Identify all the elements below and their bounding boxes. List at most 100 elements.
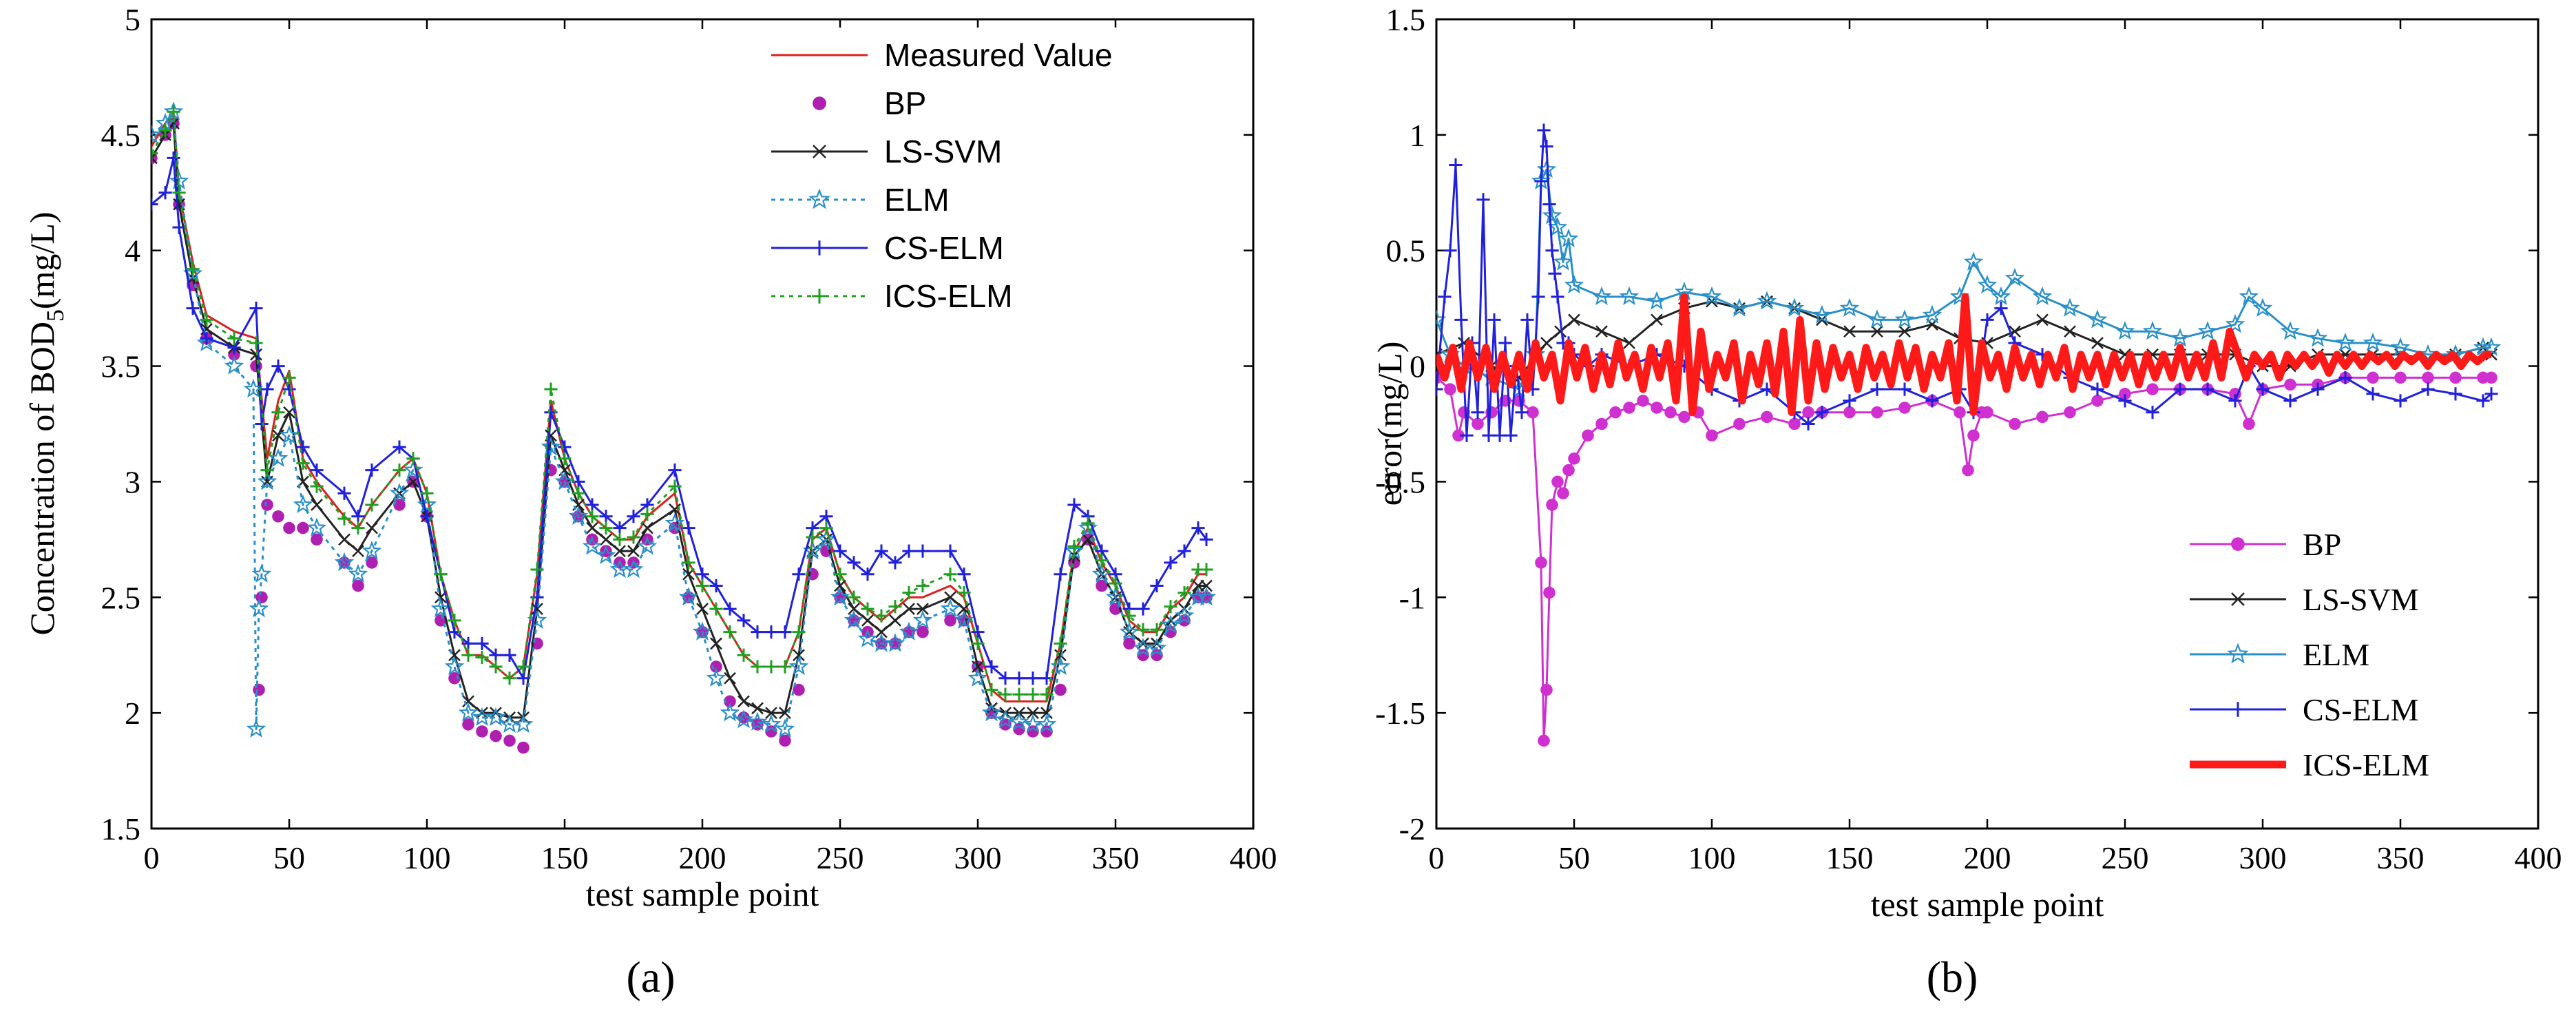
data-point: [393, 499, 406, 511]
data-point: [1054, 649, 1067, 662]
x-axis-label: test sample point: [586, 875, 819, 913]
data-point: [260, 464, 274, 477]
data-point: [2366, 387, 2380, 401]
data-point: [751, 660, 764, 674]
data-point: [531, 603, 543, 615]
data-point: [268, 448, 289, 468]
data-point: [902, 585, 916, 600]
x-tick-label: 300: [954, 840, 1002, 875]
legend-marker: [813, 96, 826, 110]
data-point: [1151, 649, 1163, 662]
data-point: [641, 521, 653, 534]
data-point: [954, 610, 974, 629]
data-point: [1963, 251, 1984, 271]
data-point: [1534, 174, 1548, 188]
data-point: [1096, 579, 1108, 592]
y-tick-label: 4: [125, 233, 140, 269]
data-point: [1619, 286, 1640, 306]
data-point: [1898, 325, 1911, 338]
y-tick-label: -1: [1399, 580, 1425, 615]
data-point: [1558, 228, 1579, 248]
data-point: [1582, 429, 1594, 442]
legend-item-ls-svm: LS-SVM: [771, 134, 1002, 169]
data-point: [403, 459, 423, 479]
y-tick-label: 1.5: [1386, 2, 1426, 37]
data-point: [1843, 325, 1856, 338]
y-tick-label: 3.5: [101, 349, 141, 384]
data-point: [2394, 394, 2407, 408]
y-tick-label: 0: [1410, 349, 1425, 384]
data-point: [861, 602, 875, 616]
data-point: [1515, 406, 1529, 419]
data-point: [311, 499, 323, 511]
data-point: [1991, 286, 2011, 306]
x-tick-label: 150: [1826, 840, 1874, 875]
data-point: [582, 536, 603, 555]
data-point: [1595, 417, 1608, 430]
data-point: [916, 579, 930, 593]
data-point: [889, 614, 901, 627]
legend-marker: [812, 240, 827, 256]
data-point: [678, 587, 699, 606]
data-point: [792, 625, 806, 639]
data-point: [1081, 517, 1095, 530]
data-point: [1164, 614, 1177, 627]
data-point: [1449, 158, 1463, 172]
y-tick-label: 5: [125, 2, 140, 37]
data-point: [599, 521, 613, 535]
data-point: [1967, 429, 1980, 442]
data-point: [272, 429, 284, 442]
data-point: [985, 702, 998, 715]
series-group: [151, 101, 1217, 754]
data-point: [1925, 394, 1939, 408]
data-point: [1564, 275, 1584, 294]
data-point: [1105, 587, 1126, 606]
data-point: [1535, 556, 1547, 569]
data-point: [430, 599, 451, 618]
panel-label: (a): [626, 953, 675, 1001]
data-point: [351, 510, 365, 523]
data-point: [888, 556, 902, 570]
data-point: [1012, 687, 1026, 701]
data-point: [967, 667, 988, 687]
series-group: [1436, 123, 2502, 747]
data-point: [1547, 217, 1568, 236]
data-point: [2091, 337, 2104, 349]
data-point: [706, 667, 726, 687]
legend-item-cs-elm: CS-ELM: [2190, 692, 2419, 727]
data-point: [1476, 193, 1490, 207]
data-point: [255, 417, 269, 431]
data-point: [664, 512, 685, 532]
y-tick-label: -1.5: [1375, 696, 1425, 731]
data-point: [995, 709, 1016, 729]
chart-panel-a: 0 50 100 150 200 250 300 350 400 1.5 2 2.5 3 3.5 4 4.5 5…: [23, 2, 1277, 1001]
data-point: [272, 510, 284, 523]
data-point: [406, 452, 420, 466]
data-point: [249, 302, 263, 315]
data-point: [568, 506, 589, 525]
data-point: [1871, 325, 1883, 338]
data-point: [1548, 267, 1562, 280]
data-point: [985, 683, 998, 697]
data-point: [1870, 382, 1884, 396]
data-point: [985, 660, 998, 674]
data-point: [2283, 394, 2297, 408]
data-point: [596, 545, 616, 565]
data-point: [1664, 406, 1677, 419]
data-point: [490, 729, 502, 742]
data-point: [1027, 725, 1039, 738]
data-point: [2239, 286, 2259, 306]
data-point: [1542, 205, 1562, 225]
data-point: [417, 494, 437, 514]
data-point: [2091, 395, 2104, 407]
data-point: [476, 725, 488, 738]
legend-label: ELM: [2303, 637, 2369, 672]
data-point: [737, 614, 751, 627]
data-point: [917, 603, 929, 615]
data-point: [167, 151, 180, 165]
data-point: [2307, 328, 2328, 347]
data-point: [352, 579, 364, 592]
data-point: [1894, 309, 1915, 329]
data-point: [1177, 544, 1191, 558]
data-point: [1040, 687, 1054, 701]
